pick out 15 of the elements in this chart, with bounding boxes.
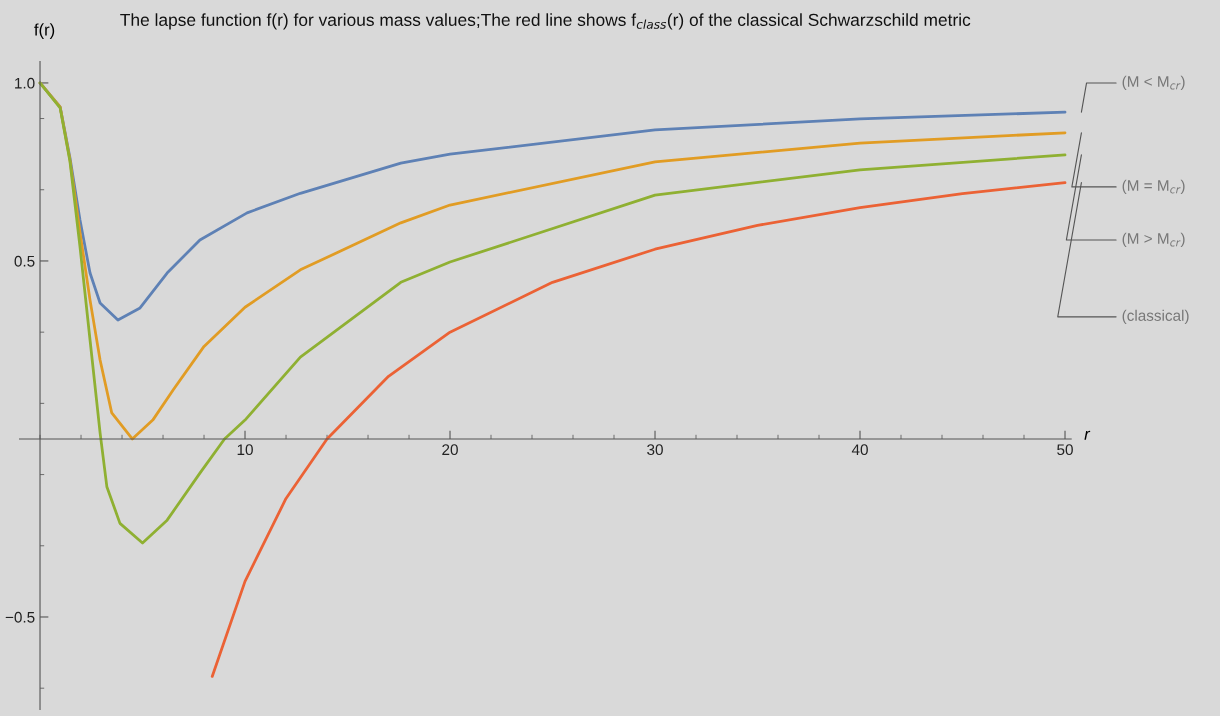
x-tick-label: 10 <box>237 444 253 456</box>
x-tick-label: 40 <box>851 444 868 456</box>
y-tick-label: 1.0 <box>15 77 35 89</box>
text: (M < M$_{cr}$) <box>1122 75 1185 90</box>
text: (M = M$_{cr}$) <box>1122 179 1185 194</box>
text: (M > M$_{cr}$) <box>1122 232 1185 247</box>
x-tick-label: 20 <box>442 444 458 456</box>
text: (classical) <box>1122 309 1189 324</box>
chart-title: The lapse function f(r) for various mass values;The red line shows f$_{class}$(r) of the classical Schwarzschild metric <box>120 13 971 30</box>
x-tick-label: 50 <box>1057 444 1073 456</box>
x-tick-label: 30 <box>647 444 663 456</box>
x-axis-title: r <box>1084 430 1091 440</box>
y-tick-label: 0.5 <box>14 255 35 267</box>
y-axis-title: f(r) <box>34 23 55 39</box>
y-tick-label: −0.5 <box>5 611 35 623</box>
